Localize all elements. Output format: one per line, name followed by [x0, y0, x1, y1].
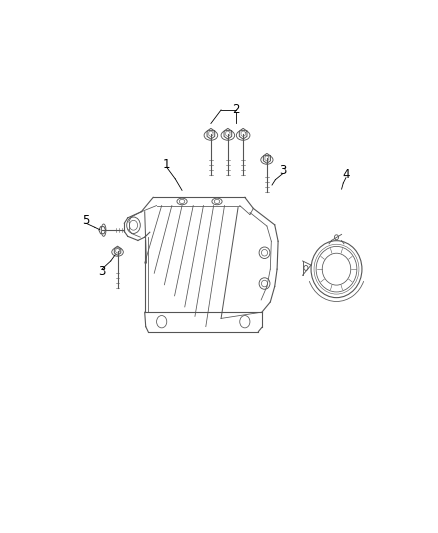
Text: 1: 1: [163, 158, 170, 171]
Text: 4: 4: [342, 168, 350, 181]
Text: 3: 3: [99, 265, 106, 278]
Text: 3: 3: [279, 164, 286, 177]
Text: 2: 2: [233, 103, 240, 116]
Text: 5: 5: [82, 214, 90, 227]
